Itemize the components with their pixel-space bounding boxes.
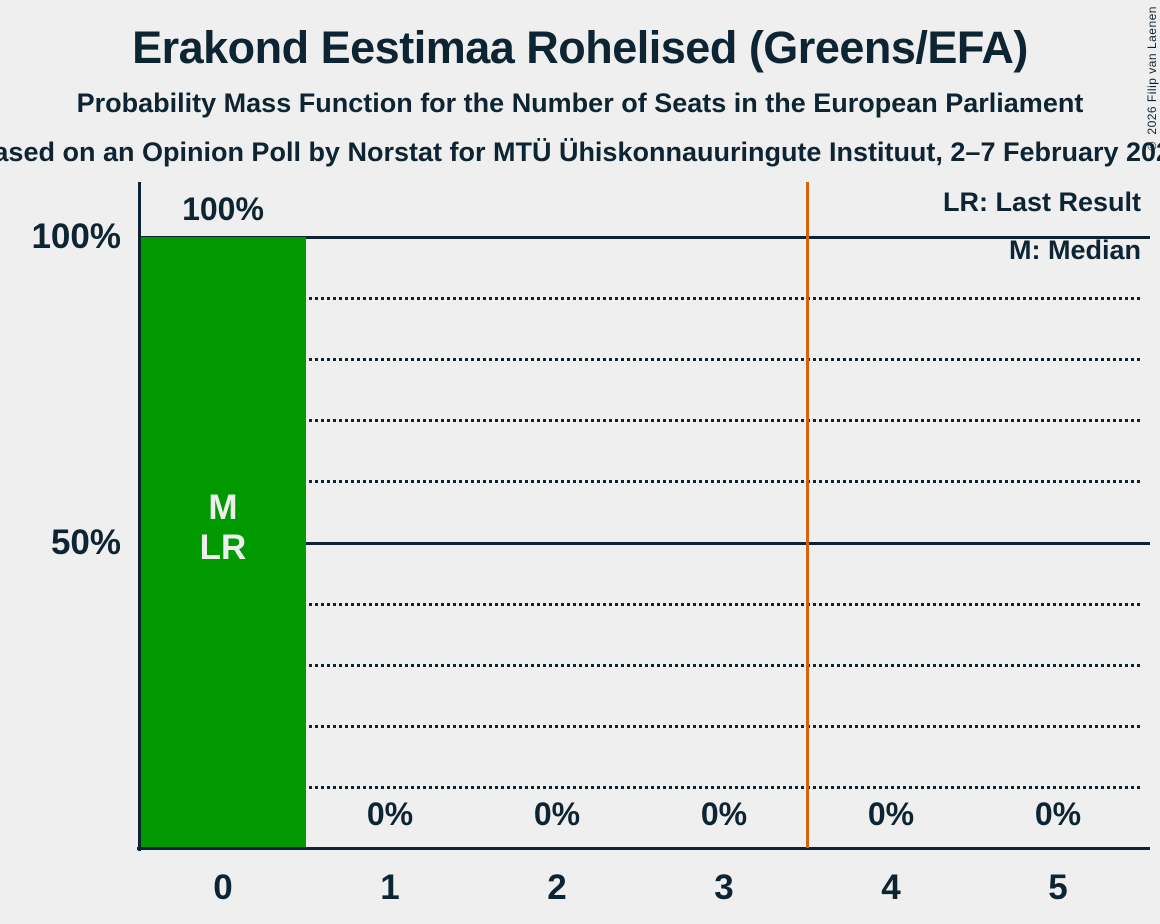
bar-value-label: 0% [366, 796, 414, 832]
gridline-40pct [141, 603, 1140, 606]
gridline-70pct [141, 419, 1140, 422]
median-last-result-annotation: M LR [199, 488, 247, 567]
chart-subtitle: Probability Mass Function for the Number… [76, 88, 1084, 118]
x-axis-tick-label: 1 [380, 868, 400, 907]
bar-value-label: 100% [182, 191, 264, 227]
gridline-20pct [141, 725, 1140, 728]
gridline-50pct [141, 542, 1150, 545]
bar-value-label: 0% [1034, 796, 1082, 832]
bar-value-label: 0% [867, 796, 915, 832]
chart-source-line: Based on an Opinion Poll by Norstat for … [0, 137, 1160, 167]
gridline-90pct [141, 297, 1140, 300]
bar-value-label: 0% [700, 796, 748, 832]
gridline-10pct [141, 786, 1140, 789]
y-axis-line [138, 182, 141, 851]
x-axis-tick-label: 5 [1048, 868, 1068, 907]
gridline-100pct [141, 236, 1150, 239]
gridline-60pct [141, 480, 1140, 483]
x-axis-tick-label: 0 [213, 868, 233, 907]
y-axis-tick-label: 50% [50, 523, 121, 562]
x-axis-tick-label: 3 [714, 868, 734, 907]
y-axis-tick-label: 100% [31, 217, 121, 256]
legend-median: M: Median [1009, 235, 1141, 265]
legend-last-result: LR: Last Result [942, 187, 1141, 217]
chart-title: Erakond Eestimaa Rohelised (Greens/EFA) [132, 22, 1028, 73]
majority-threshold-line [806, 182, 809, 848]
x-axis-tick-label: 2 [547, 868, 567, 907]
x-axis-line [137, 847, 1150, 850]
x-axis-tick-label: 4 [881, 868, 901, 907]
bar-seat-0 [141, 237, 306, 848]
bar-value-label: 0% [533, 796, 581, 832]
gridline-30pct [141, 664, 1140, 667]
gridline-80pct [141, 358, 1140, 361]
